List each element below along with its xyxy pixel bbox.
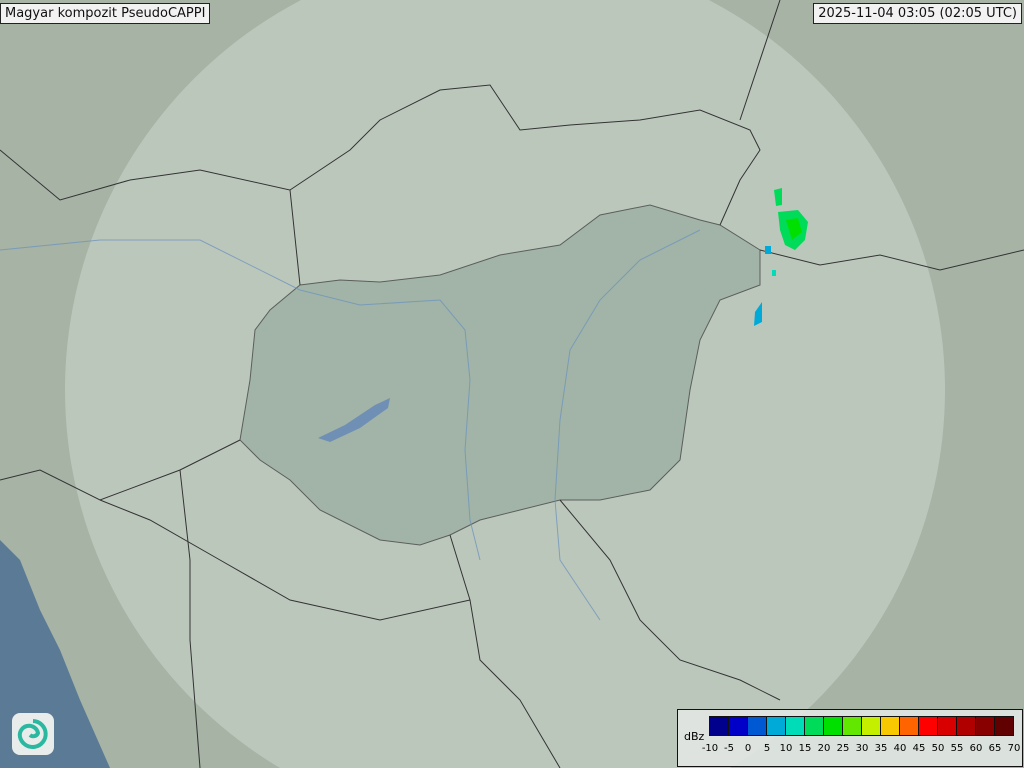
legend-color-cell	[995, 717, 1013, 735]
lake-balaton	[318, 398, 390, 442]
legend-color-cell	[824, 717, 843, 735]
radar-echoes	[754, 188, 808, 326]
legend-color-cell	[862, 717, 881, 735]
swirl-logo-icon	[12, 713, 54, 755]
hungary-area	[239, 204, 761, 546]
legend-tick-label: 40	[893, 743, 907, 754]
legend-unit: dBz	[684, 730, 705, 743]
legend-tick-label: 20	[817, 743, 831, 754]
legend-color-cell	[900, 717, 919, 735]
legend-color-cell	[748, 717, 767, 735]
sea	[0, 540, 110, 768]
legend-color-cell	[767, 717, 786, 735]
legend-tick-label: 45	[912, 743, 926, 754]
legend-tick-label: 65	[988, 743, 1002, 754]
legend-color-cell	[805, 717, 824, 735]
map-title: Magyar kompozit PseudoCAPPI	[0, 3, 211, 24]
legend-tick-label: 55	[950, 743, 964, 754]
legend-tick-label: 35	[874, 743, 888, 754]
legend-tick-label: 5	[763, 743, 771, 754]
legend-tick-label: 0	[744, 743, 752, 754]
timestamp: 2025-11-04 03:05 (02:05 UTC)	[813, 3, 1022, 24]
legend-color-cell	[786, 717, 805, 735]
legend-tick-label: 70	[1007, 743, 1021, 754]
legend-color-cell	[919, 717, 938, 735]
legend-color-cell	[976, 717, 995, 735]
legend-tick-label: 15	[798, 743, 812, 754]
legend-color-cell	[729, 717, 748, 735]
legend-color-cell	[843, 717, 862, 735]
legend-tick-label: -5	[724, 743, 734, 754]
dbz-legend: dBz -10 -5 0 5 10 15 20 25 30 35 40 45 50 55 60 65 70	[677, 709, 1023, 767]
legend-tick-label: 30	[855, 743, 869, 754]
legend-color-cell	[938, 717, 957, 735]
legend-tick-label: 25	[836, 743, 850, 754]
legend-color-cell	[710, 717, 729, 735]
legend-tick-label: 10	[779, 743, 793, 754]
rivers	[0, 229, 701, 621]
legend-tick-label: -10	[701, 743, 719, 754]
legend-tick-label: 50	[931, 743, 945, 754]
legend-color-cell	[957, 717, 976, 735]
legend-tick-label: 60	[969, 743, 983, 754]
legend-color-cell	[881, 717, 900, 735]
